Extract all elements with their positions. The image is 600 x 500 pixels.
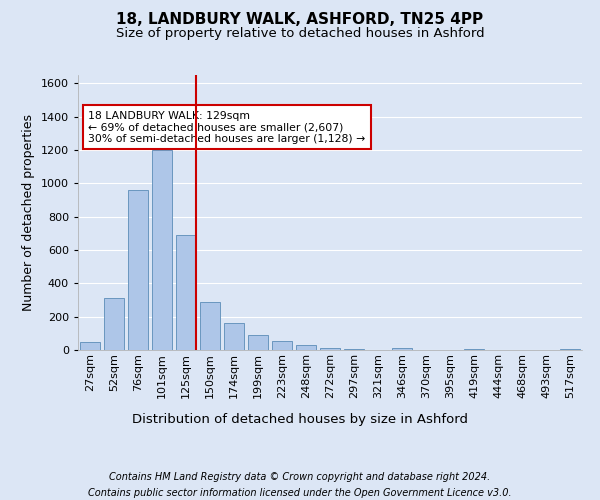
- Bar: [104, 298, 124, 350]
- Text: Distribution of detached houses by size in Ashford: Distribution of detached houses by size …: [132, 412, 468, 426]
- Text: 18, LANDBURY WALK, ASHFORD, TN25 4PP: 18, LANDBURY WALK, ASHFORD, TN25 4PP: [116, 12, 484, 28]
- Bar: [200, 302, 220, 350]
- Bar: [464, 349, 484, 350]
- Bar: [344, 349, 364, 350]
- Bar: [224, 324, 244, 350]
- Bar: [176, 235, 196, 350]
- Bar: [296, 345, 316, 350]
- Bar: [152, 150, 172, 350]
- Bar: [248, 335, 268, 350]
- Y-axis label: Number of detached properties: Number of detached properties: [22, 114, 35, 311]
- Bar: [392, 348, 412, 350]
- Bar: [320, 348, 340, 350]
- Bar: [128, 190, 148, 350]
- Bar: [80, 342, 100, 350]
- Bar: [560, 349, 580, 350]
- Text: 18 LANDBURY WALK: 129sqm
← 69% of detached houses are smaller (2,607)
30% of sem: 18 LANDBURY WALK: 129sqm ← 69% of detach…: [88, 110, 365, 144]
- Text: Size of property relative to detached houses in Ashford: Size of property relative to detached ho…: [116, 28, 484, 40]
- Text: Contains public sector information licensed under the Open Government Licence v3: Contains public sector information licen…: [88, 488, 512, 498]
- Bar: [272, 341, 292, 350]
- Text: Contains HM Land Registry data © Crown copyright and database right 2024.: Contains HM Land Registry data © Crown c…: [109, 472, 491, 482]
